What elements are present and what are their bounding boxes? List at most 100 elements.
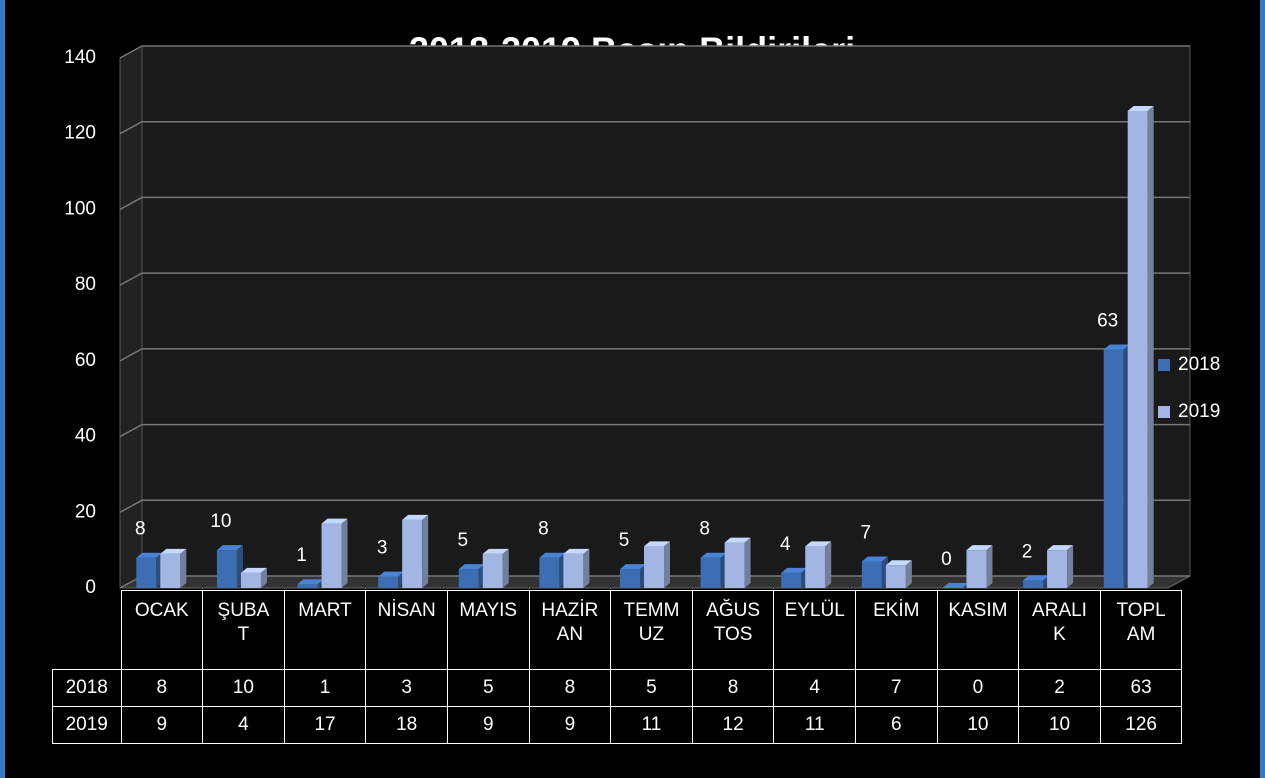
table-corner xyxy=(52,590,122,670)
bar-top xyxy=(700,552,727,558)
row-label: 2019 xyxy=(52,706,122,744)
table-value: 5 xyxy=(610,669,693,707)
table-value: 4 xyxy=(773,669,856,707)
data-label: 5 xyxy=(619,530,630,551)
grid-line xyxy=(119,499,1190,513)
bar-side xyxy=(583,548,590,588)
table-value: 9 xyxy=(120,706,204,744)
table-row: 2019 9 4 17 18 9 9 11 12 11 6 10 10 126 xyxy=(52,706,1183,744)
bar-front xyxy=(1047,550,1068,588)
bar-side xyxy=(905,560,912,588)
data-label: 3 xyxy=(377,538,388,559)
x-tick-label: TOPLAM xyxy=(1099,590,1183,670)
back-wall xyxy=(141,45,1191,577)
table-value: 8 xyxy=(691,669,775,707)
bar xyxy=(805,541,832,588)
table-value: 11 xyxy=(773,706,856,744)
table-value: 2 xyxy=(1018,669,1101,707)
table-value: 4 xyxy=(202,706,285,744)
bar xyxy=(539,552,566,588)
table-value: 11 xyxy=(610,706,693,744)
bar-front xyxy=(402,519,423,588)
bar-top xyxy=(216,545,243,551)
grid-line xyxy=(119,45,1190,59)
data-label: 4 xyxy=(780,534,791,555)
bar-top xyxy=(321,518,348,524)
bar-front xyxy=(240,572,261,588)
data-label: 63 xyxy=(1097,311,1118,332)
bar xyxy=(700,552,727,588)
data-label: 1 xyxy=(296,545,307,566)
bar-front xyxy=(458,569,479,588)
x-tick-label: NİSAN xyxy=(365,590,448,670)
bar-front xyxy=(482,553,503,588)
x-tick-label: KASIM xyxy=(936,590,1020,670)
x-tick-label: ŞUBAT xyxy=(202,590,285,670)
bar-top xyxy=(297,579,324,585)
table-value: 6 xyxy=(854,706,938,744)
bar-front xyxy=(563,553,584,588)
bar-front xyxy=(321,523,342,588)
x-tick-label: HAZİRAN xyxy=(528,590,612,670)
bar-top xyxy=(378,571,405,577)
bar-top xyxy=(563,548,590,554)
grid-line xyxy=(119,120,1190,135)
table-header: OCAK ŞUBAT MART NİSAN MAYIS HAZİRAN TEMMUZ AĞUS… xyxy=(52,590,1183,670)
x-tick-label: MAYIS xyxy=(446,590,530,670)
table-value: 9 xyxy=(528,706,612,744)
bar-front xyxy=(136,557,157,588)
bar-top xyxy=(402,514,429,520)
bar-front xyxy=(861,561,882,588)
table-value: 17 xyxy=(283,706,367,744)
bar-side xyxy=(502,548,509,588)
bar xyxy=(240,567,267,588)
bar-top xyxy=(1023,575,1050,581)
bar-side xyxy=(744,537,751,588)
data-label: 2 xyxy=(1022,541,1033,562)
table-value: 63 xyxy=(1099,669,1183,707)
bar-top xyxy=(160,548,187,554)
x-tick-label: EKİM xyxy=(854,590,938,670)
bar-top xyxy=(885,560,912,566)
table-value: 5 xyxy=(446,669,530,707)
bar-front xyxy=(297,584,318,588)
bar-top xyxy=(1047,545,1074,551)
bar-front xyxy=(1127,111,1148,588)
bar xyxy=(1047,545,1074,588)
bar xyxy=(321,518,348,588)
table-value: 18 xyxy=(365,706,448,744)
x-tick-label: TEMMUZ xyxy=(610,590,693,670)
bar xyxy=(482,548,509,588)
bar xyxy=(644,541,670,588)
bar xyxy=(620,564,646,588)
x-tick-label: OCAK xyxy=(120,590,204,670)
row-label: 2018 xyxy=(52,669,122,707)
bar-front xyxy=(160,553,181,588)
bar-front xyxy=(539,557,560,588)
bar xyxy=(781,567,808,588)
table-value: 0 xyxy=(936,669,1020,707)
bar-front xyxy=(378,576,399,588)
grid-line xyxy=(119,272,1190,286)
bar-front xyxy=(781,572,802,588)
bar xyxy=(885,560,912,588)
bar-top xyxy=(539,552,566,558)
x-tick-label: AĞUSTOS xyxy=(691,590,775,670)
data-label: 10 xyxy=(210,511,231,532)
bar-front xyxy=(700,557,721,588)
bar xyxy=(942,583,969,588)
y-tick-label: 80 xyxy=(75,274,96,295)
bar-front xyxy=(966,550,987,588)
table-value: 126 xyxy=(1099,706,1183,744)
legend-label: 2018 xyxy=(1178,354,1220,375)
bar-top xyxy=(861,556,888,562)
bar-top xyxy=(482,548,509,554)
bar-top xyxy=(136,552,163,558)
data-label: 8 xyxy=(538,519,549,540)
y-tick-label: 60 xyxy=(75,350,96,371)
bar-top xyxy=(644,541,670,547)
grid-line xyxy=(119,348,1190,362)
bar-top xyxy=(240,567,267,573)
bar-top xyxy=(966,545,993,551)
